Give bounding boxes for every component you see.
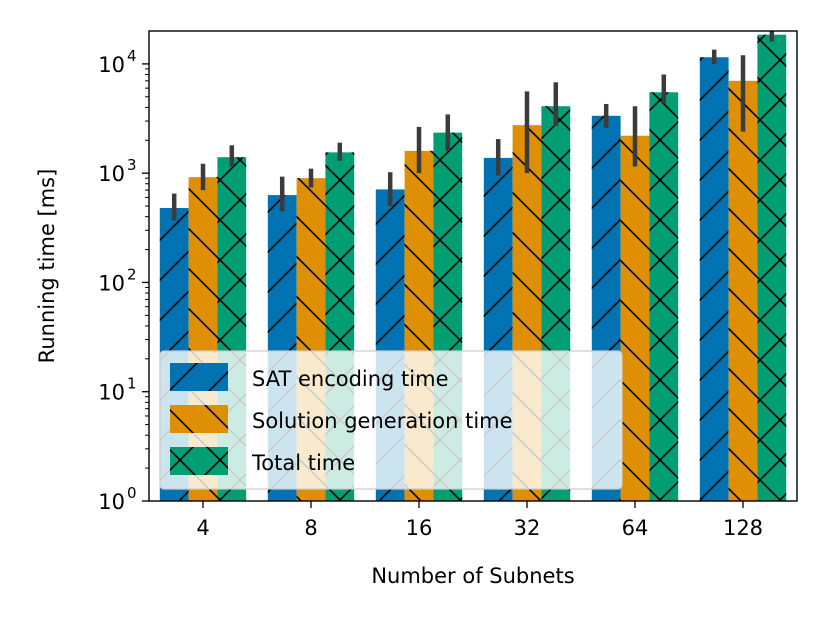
bar-hatch bbox=[757, 34, 787, 501]
x-tick-label: 8 bbox=[304, 516, 317, 540]
x-axis-ticks: 4 8 16 32 64 128 bbox=[196, 501, 763, 540]
y-tick-label: 10 bbox=[98, 53, 125, 77]
y-tick-label: 10 bbox=[98, 162, 125, 186]
y-tick-exponent: 4 bbox=[127, 47, 137, 65]
y-axis-label: Running time [ms] bbox=[35, 169, 59, 364]
y-tick-label: 10 bbox=[98, 490, 125, 514]
legend-entry-solution: Solution generation time bbox=[170, 405, 513, 433]
x-axis-label: Number of Subnets bbox=[371, 564, 574, 588]
x-tick-label: 4 bbox=[196, 516, 209, 540]
bar-hatch bbox=[699, 57, 729, 501]
y-tick-exponent: 0 bbox=[127, 484, 137, 502]
legend-entry-sat: SAT encoding time bbox=[170, 363, 449, 391]
legend-frame bbox=[159, 350, 623, 490]
legend-label-solution: Solution generation time bbox=[252, 409, 513, 433]
plot-frame bbox=[148, 30, 798, 502]
x-tick-label: 16 bbox=[406, 516, 433, 540]
x-tick-label: 32 bbox=[514, 516, 541, 540]
bar-hatch bbox=[649, 92, 679, 501]
legend-label-sat: SAT encoding time bbox=[252, 367, 449, 391]
x-tick-label: 128 bbox=[723, 516, 763, 540]
x-tick-label: 64 bbox=[622, 516, 649, 540]
legend-entry-total: Total time bbox=[170, 447, 355, 475]
bar-hatch bbox=[620, 135, 650, 501]
y-tick-exponent: 2 bbox=[127, 265, 137, 283]
legend: SAT encoding time Solution generation ti… bbox=[159, 350, 623, 490]
y-tick-exponent: 3 bbox=[127, 156, 137, 174]
error-bars-layer bbox=[171, 31, 775, 221]
y-tick-label: 10 bbox=[98, 271, 125, 295]
legend-label-total: Total time bbox=[251, 451, 355, 475]
y-tick-exponent: 1 bbox=[127, 375, 137, 393]
y-tick-label: 10 bbox=[98, 381, 125, 405]
bar-hatch bbox=[728, 80, 758, 501]
